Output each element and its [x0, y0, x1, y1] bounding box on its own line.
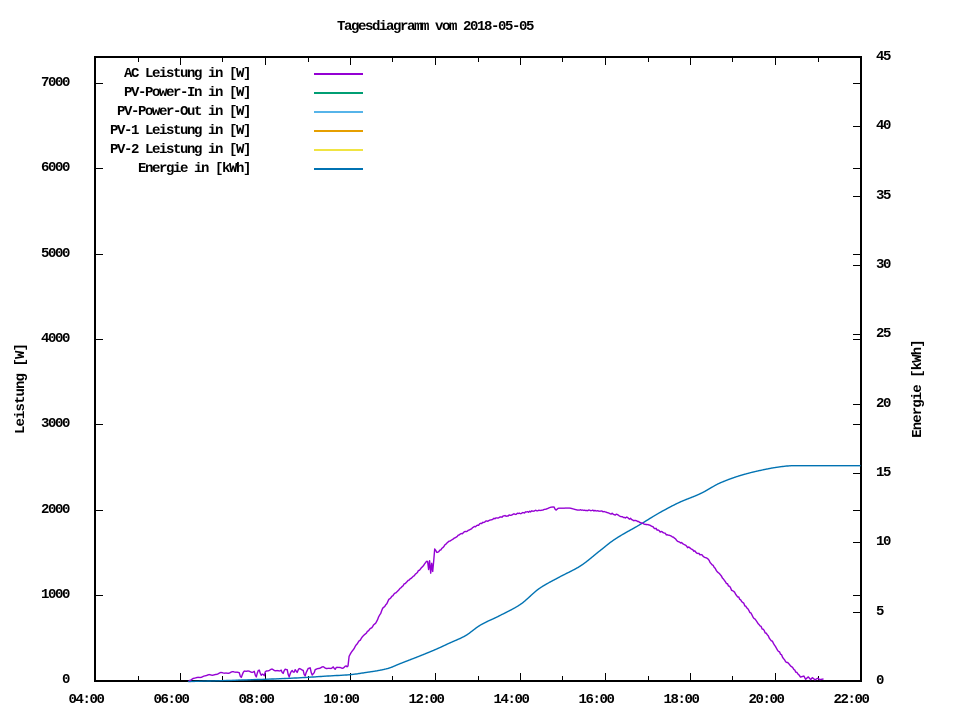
svg-text:0: 0: [62, 672, 70, 688]
svg-text:45: 45: [876, 49, 891, 65]
svg-text:30: 30: [876, 257, 891, 273]
svg-text:06:00: 06:00: [153, 692, 189, 708]
svg-text:3000: 3000: [41, 416, 70, 432]
svg-text:4000: 4000: [41, 331, 70, 347]
svg-text:12:00: 12:00: [408, 692, 444, 708]
svg-text:Energie in [kWh]: Energie in [kWh]: [138, 161, 250, 177]
svg-text:2000: 2000: [41, 502, 70, 518]
svg-text:5: 5: [876, 604, 884, 620]
svg-text:10: 10: [876, 534, 891, 550]
svg-text:40: 40: [876, 118, 891, 134]
svg-text:Tagesdiagramm vom 2018-05-05: Tagesdiagramm vom 2018-05-05: [337, 19, 534, 35]
svg-text:Energie [kWh]: Energie [kWh]: [910, 340, 926, 438]
svg-text:20:00: 20:00: [748, 692, 784, 708]
svg-text:22:00: 22:00: [833, 692, 869, 708]
svg-text:PV-Power-In in [W]: PV-Power-In in [W]: [124, 85, 250, 101]
svg-text:04:00: 04:00: [68, 692, 104, 708]
svg-text:AC Leistung in [W]: AC Leistung in [W]: [124, 66, 250, 82]
svg-text:7000: 7000: [41, 75, 70, 91]
svg-text:0: 0: [876, 673, 884, 689]
svg-text:35: 35: [876, 188, 891, 204]
svg-text:PV-2 Leistung in [W]: PV-2 Leistung in [W]: [110, 142, 250, 158]
svg-text:6000: 6000: [41, 160, 70, 176]
svg-text:16:00: 16:00: [578, 692, 614, 708]
svg-text:15: 15: [876, 465, 891, 481]
svg-text:20: 20: [876, 396, 891, 412]
svg-text:5000: 5000: [41, 246, 70, 262]
svg-text:PV-1 Leistung in [W]: PV-1 Leistung in [W]: [110, 123, 250, 139]
svg-text:18:00: 18:00: [663, 692, 699, 708]
svg-text:PV-Power-Out in [W]: PV-Power-Out in [W]: [117, 104, 250, 120]
svg-text:10:00: 10:00: [323, 692, 359, 708]
svg-text:14:00: 14:00: [493, 692, 529, 708]
svg-text:08:00: 08:00: [238, 692, 274, 708]
svg-text:Leistung [W]: Leistung [W]: [13, 344, 29, 434]
svg-text:25: 25: [876, 326, 891, 342]
svg-text:1000: 1000: [41, 587, 70, 603]
